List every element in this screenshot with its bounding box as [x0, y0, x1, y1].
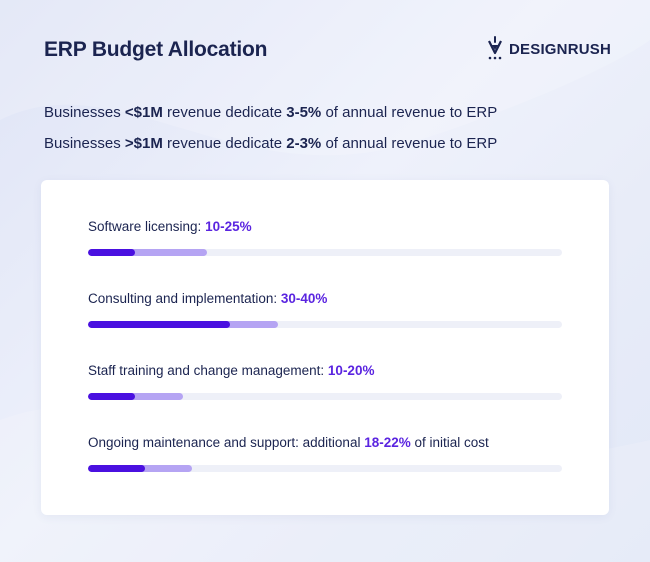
stat-prefix: Businesses [44, 135, 125, 152]
allocation-percent: 30-40% [280, 291, 328, 306]
stat-range: 2-3% [286, 135, 322, 152]
allocation-item-software-licensing: Software licensing: 10-25% [88, 219, 562, 256]
allocation-bar-high [88, 249, 207, 256]
stat-large-business: Businesses >$1M revenue dedicate 2-3% of… [44, 135, 497, 152]
designrush-logo-icon [488, 36, 502, 60]
stat-suffix: of annual revenue to ERP [321, 104, 498, 121]
allocation-percent: 10-20% [327, 363, 375, 378]
allocation-percent: 18-22% [364, 435, 411, 450]
page-title: ERP Budget Allocation [44, 38, 268, 61]
allocation-item-maintenance: Ongoing maintenance and support: additio… [88, 435, 562, 472]
allocation-percent: 10-25% [205, 219, 252, 234]
allocation-label-text: Ongoing maintenance and support: additio… [88, 435, 365, 450]
stat-range: 3-5% [286, 104, 322, 121]
allocation-label: Staff training and change management: 10… [88, 363, 562, 378]
brand-name: DESIGNRUSH [509, 40, 612, 58]
allocation-bar-low [88, 249, 136, 256]
allocation-card: Software licensing: 10-25% Consulting an… [41, 180, 609, 515]
stat-small-business: Businesses <$1M revenue dedicate 3-5% of… [44, 104, 497, 121]
allocation-label-text: Software licensing: [88, 219, 206, 234]
allocation-bar-low [88, 465, 145, 472]
stat-threshold: <$1M [124, 104, 163, 121]
stat-middle: revenue dedicate [162, 104, 287, 121]
allocation-bar-low [88, 393, 136, 400]
allocation-bar-track [88, 321, 562, 328]
allocation-item-consulting: Consulting and implementation: 30-40% [88, 291, 562, 328]
allocation-item-staff-training: Staff training and change management: 10… [88, 363, 562, 400]
allocation-suffix: of initial cost [410, 435, 489, 450]
allocation-label: Consulting and implementation: 30-40% [88, 291, 562, 306]
designrush-logo[interactable]: DESIGNRUSH [486, 36, 611, 62]
allocation-bar-high [88, 393, 183, 400]
allocation-bar-track [88, 393, 562, 400]
allocation-label: Ongoing maintenance and support: additio… [88, 435, 562, 450]
stat-suffix: of annual revenue to ERP [321, 135, 498, 152]
allocation-label: Software licensing: 10-25% [88, 219, 562, 234]
stat-prefix: Businesses [44, 104, 125, 121]
allocation-bar-track [88, 249, 562, 256]
allocation-label-text: Consulting and implementation: [88, 291, 281, 306]
allocation-bar-low [88, 321, 231, 328]
stat-threshold: >$1M [124, 135, 163, 152]
allocation-label-text: Staff training and change management: [88, 363, 328, 378]
allocation-bar-track [88, 465, 562, 472]
stat-middle: revenue dedicate [162, 135, 287, 152]
